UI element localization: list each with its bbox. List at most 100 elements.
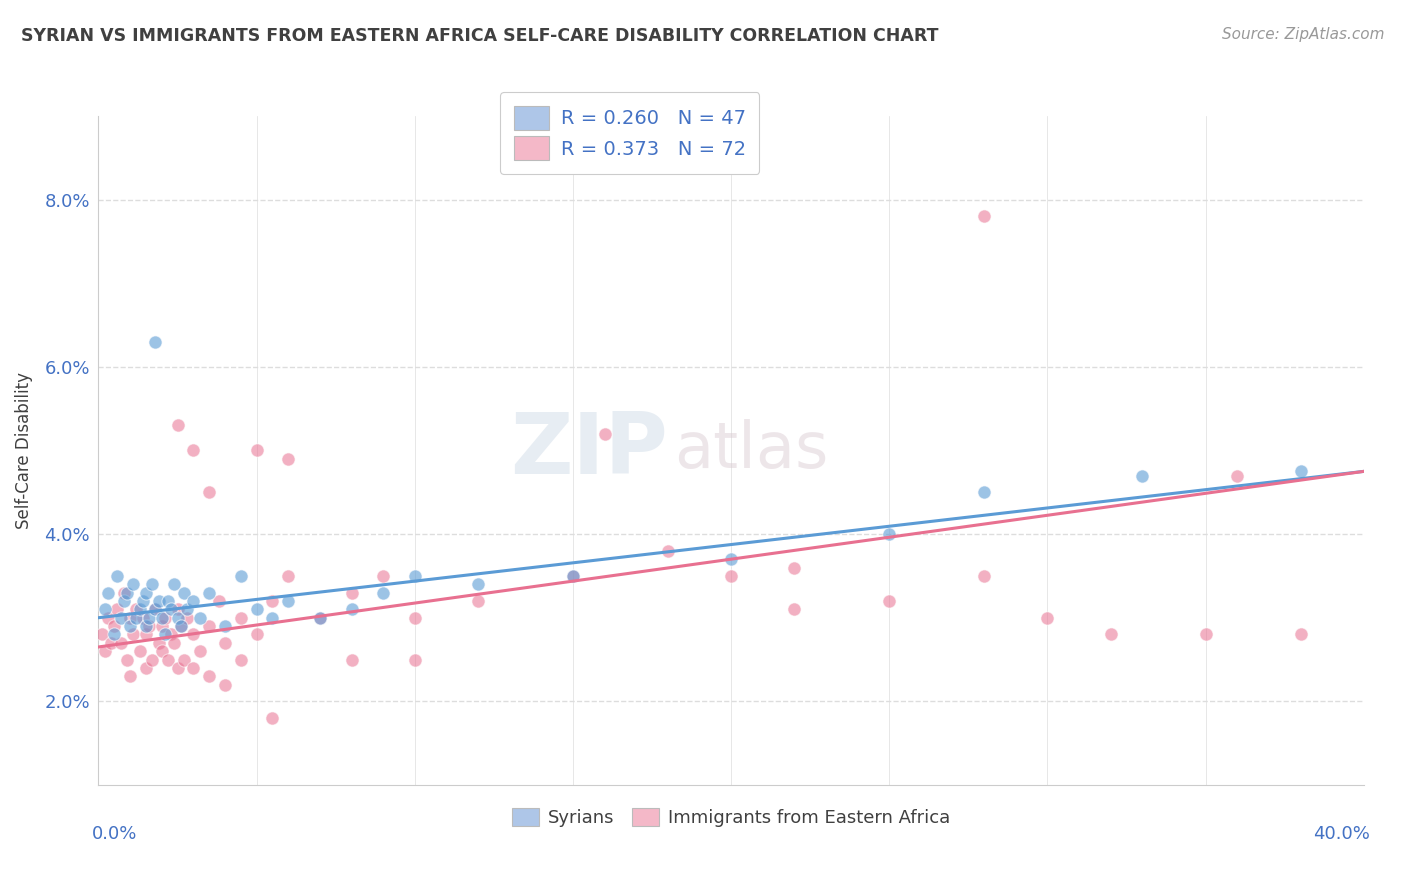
Point [198,585,221,599]
Point [593,426,616,441]
Point [97,585,120,599]
Point [166,661,188,675]
Point [183,661,205,675]
Point [309,611,332,625]
Point [198,669,221,683]
Point [169,619,191,633]
Point [138,611,160,625]
Text: ZIP: ZIP [510,409,668,492]
Point [120,611,141,625]
Point [371,569,394,583]
Point [110,611,132,625]
Point [166,418,188,433]
Point [128,602,150,616]
Point [183,627,205,641]
Point [229,569,252,583]
Point [135,627,157,641]
Point [157,652,180,666]
Point [208,594,231,608]
Point [214,636,236,650]
Point [1130,468,1153,483]
Point [176,602,198,616]
Text: 0.0%: 0.0% [93,825,138,843]
Point [229,652,252,666]
Point [97,611,120,625]
Point [277,594,299,608]
Point [1289,627,1312,641]
Point [148,636,170,650]
Point [340,602,363,616]
Point [877,527,901,541]
Point [183,443,205,458]
Text: SYRIAN VS IMMIGRANTS FROM EASTERN AFRICA SELF-CARE DISABILITY CORRELATION CHART: SYRIAN VS IMMIGRANTS FROM EASTERN AFRICA… [21,27,939,45]
Point [173,585,195,599]
Point [262,711,284,725]
Point [340,652,363,666]
Text: 40.0%: 40.0% [1313,825,1369,843]
Point [93,602,117,616]
Point [107,602,129,616]
Point [163,577,186,591]
Point [141,577,163,591]
Point [262,611,284,625]
Point [183,594,205,608]
Point [277,451,299,466]
Point [246,627,269,641]
Point [1036,611,1059,625]
Point [720,552,742,566]
Point [145,334,166,349]
Point [115,585,138,599]
Point [145,602,166,616]
Point [467,594,489,608]
Point [135,585,157,599]
Point [561,569,585,583]
Point [262,594,284,608]
Point [277,569,299,583]
Point [120,619,141,633]
Point [657,544,679,558]
Point [246,602,269,616]
Point [877,594,901,608]
Point [163,636,186,650]
Point [214,619,236,633]
Point [340,585,363,599]
Point [166,611,188,625]
Point [110,636,132,650]
Point [467,577,489,591]
Point [173,652,195,666]
Point [103,619,125,633]
Point [169,619,191,633]
Legend: Syrians, Immigrants from Eastern Africa: Syrians, Immigrants from Eastern Africa [502,798,960,836]
Point [214,678,236,692]
Point [198,619,221,633]
Point [561,569,585,583]
Point [132,611,155,625]
Point [973,569,995,583]
Point [404,569,426,583]
Point [160,627,183,641]
Point [135,619,157,633]
Point [157,594,180,608]
Point [783,560,806,574]
Point [112,585,135,599]
Point [973,210,995,224]
Point [138,619,160,633]
Point [128,644,150,658]
Point [1289,464,1312,478]
Point [371,585,394,599]
Point [120,669,141,683]
Point [150,611,173,625]
Point [1195,627,1218,641]
Point [1226,468,1249,483]
Point [188,644,211,658]
Point [246,443,269,458]
Point [122,577,145,591]
Point [166,602,188,616]
Point [309,611,332,625]
Point [153,611,176,625]
Point [115,652,138,666]
Point [720,569,742,583]
Point [148,594,170,608]
Point [176,611,198,625]
Point [90,627,112,641]
